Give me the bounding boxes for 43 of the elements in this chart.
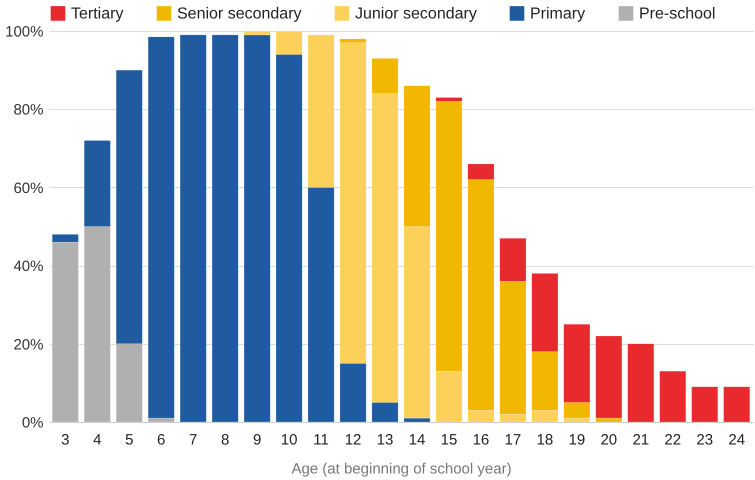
- x-tick-label: 10: [280, 432, 298, 448]
- bar: [627, 344, 654, 422]
- x-tick-label: 15: [440, 432, 458, 448]
- x-tick-label: 7: [189, 432, 198, 448]
- bar: [148, 36, 175, 418]
- x-tick-label: 23: [696, 432, 714, 448]
- bar: [723, 386, 750, 422]
- legend-label: Junior secondary: [355, 5, 477, 22]
- x-tick-label: 16: [472, 432, 490, 448]
- bar: [691, 386, 718, 422]
- y-tick-label: 60%: [13, 180, 44, 197]
- x-tick-label: 20: [600, 432, 618, 448]
- x-tick-label: 21: [632, 432, 650, 448]
- x-tick-label: 18: [536, 432, 554, 448]
- y-tick-label: 100%: [5, 24, 44, 40]
- y-tick-label: 80%: [13, 102, 44, 119]
- x-tick-label: 11: [313, 432, 329, 448]
- x-tick-label: 5: [125, 432, 134, 448]
- legend-label: Tertiary: [71, 5, 124, 22]
- legend-label: Pre-school: [639, 5, 716, 22]
- bar: [595, 336, 622, 418]
- x-tick-label: 24: [728, 432, 746, 448]
- y-tick-label: 40%: [13, 258, 44, 276]
- legend-label: Senior secondary: [177, 5, 302, 22]
- x-axis-title: Age (at beginning of school year): [291, 460, 512, 478]
- x-tick-label: 8: [220, 432, 230, 448]
- x-tick-label: 3: [61, 432, 70, 448]
- y-tick-label: 0%: [22, 414, 44, 432]
- y-tick-label: 20%: [13, 336, 44, 354]
- x-tick-label: 14: [408, 432, 426, 448]
- bar: [180, 34, 207, 422]
- x-tick-label: 17: [504, 432, 522, 448]
- bar: [244, 34, 270, 422]
- x-tick-label: 12: [344, 432, 362, 448]
- x-tick-label: 19: [568, 432, 586, 448]
- x-tick-label: 22: [664, 432, 682, 448]
- x-tick-label: 4: [93, 432, 102, 448]
- x-tick-label: 9: [252, 432, 262, 448]
- x-tick-label: 6: [157, 432, 166, 448]
- x-tick-label: 13: [376, 432, 394, 448]
- bar: [212, 34, 239, 422]
- legend-label: Primary: [530, 5, 586, 22]
- bar: [659, 370, 686, 422]
